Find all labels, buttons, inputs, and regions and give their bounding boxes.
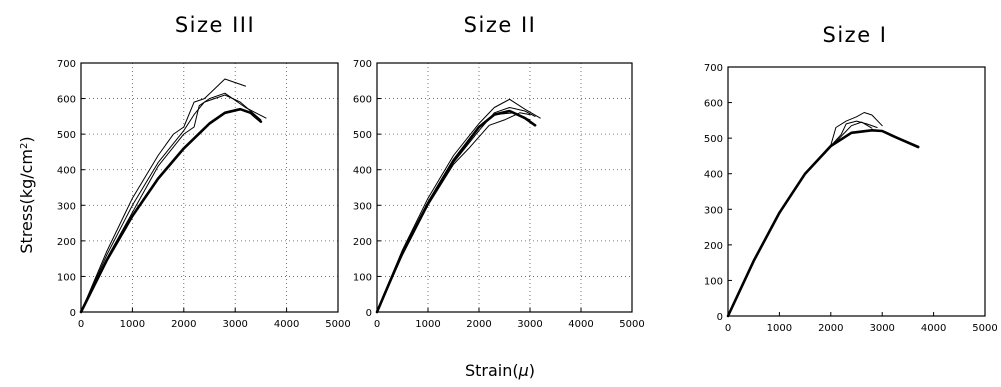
y-tick-label: 100 xyxy=(353,272,372,283)
y-tick-label: 300 xyxy=(57,201,76,212)
x-tick-label: 3000 xyxy=(222,319,247,330)
chart-panel-2: Size II 0 1000 2000 3000 4000 5000 0 100 200 300 40… xyxy=(353,13,645,330)
x-tick-label: 0 xyxy=(78,319,84,330)
y-tick-label: 700 xyxy=(353,59,372,70)
y-tick-label: 500 xyxy=(704,134,723,145)
plot-frame xyxy=(80,62,339,313)
x-tick-label: 1000 xyxy=(120,319,145,330)
x-axis-label-main: Strain( xyxy=(465,361,519,380)
series-line-4 xyxy=(376,112,531,313)
y-tick-label: 600 xyxy=(353,95,372,106)
plot-frame xyxy=(727,66,986,317)
series-line-2 xyxy=(80,94,262,313)
series-line-3 xyxy=(727,121,873,317)
y-tick-label: 300 xyxy=(353,201,372,212)
y-axis-label-close: ) xyxy=(17,136,36,142)
y-tick-label: 200 xyxy=(57,237,76,248)
x-axis-label-close: ) xyxy=(529,361,535,380)
series-line-4 xyxy=(79,107,263,314)
y-tick-label: 700 xyxy=(704,63,723,74)
x-tick-label: 5000 xyxy=(325,319,350,330)
y-axis-label: Stress(kg/cm2) xyxy=(17,136,36,253)
y-tick-label: 200 xyxy=(353,237,372,248)
series-line-4 xyxy=(726,129,920,318)
y-tick-label: 100 xyxy=(704,276,723,287)
x-tick-label: 2000 xyxy=(171,319,196,330)
chart-title: Size II xyxy=(464,13,537,37)
x-tick-label: 1000 xyxy=(415,319,440,330)
y-axis-label-main: Stress(kg/cm xyxy=(17,149,36,254)
x-tick-label: 0 xyxy=(725,323,731,334)
y-tick-label: 500 xyxy=(57,130,76,141)
chart-panel-1: Size III 0 1000 2000 3000 4000 5000 0 100 200 300 4… xyxy=(57,13,351,330)
series-line-1 xyxy=(80,78,246,313)
y-tick-label: 0 xyxy=(717,312,723,323)
series-line-1 xyxy=(376,98,541,313)
y-tick-label: 700 xyxy=(57,59,76,70)
plot-frame xyxy=(376,62,633,313)
x-tick-label: 4000 xyxy=(274,319,299,330)
series-line-2 xyxy=(376,112,531,313)
y-tick-label: 600 xyxy=(704,99,723,110)
y-axis-label-sup: 2 xyxy=(19,143,30,149)
series-line-3 xyxy=(376,107,536,313)
series-line-5 xyxy=(375,109,537,314)
y-tick-label: 100 xyxy=(57,272,76,283)
y-tick-label: 400 xyxy=(353,166,372,177)
series-line-3 xyxy=(80,92,267,313)
chart-title: Size I xyxy=(823,23,888,47)
x-axis-label: Strain(μ) xyxy=(465,361,535,380)
x-tick-label: 0 xyxy=(374,319,380,330)
x-axis-label-mu: μ xyxy=(518,361,529,380)
series-line-2 xyxy=(727,120,878,317)
x-tick-label: 5000 xyxy=(972,323,997,334)
x-tick-label: 3000 xyxy=(517,319,542,330)
x-tick-label: 1000 xyxy=(767,323,792,334)
x-tick-label: 4000 xyxy=(568,319,593,330)
y-tick-label: 600 xyxy=(57,95,76,106)
x-tick-label: 2000 xyxy=(818,323,843,334)
y-tick-label: 400 xyxy=(704,170,723,181)
y-tick-label: 0 xyxy=(366,308,372,319)
x-tick-label: 3000 xyxy=(869,323,894,334)
y-tick-label: 400 xyxy=(57,166,76,177)
series-line-1 xyxy=(727,112,883,317)
chart-title: Size III xyxy=(175,13,255,37)
x-tick-label: 4000 xyxy=(921,323,946,334)
chart-panel-3: Size I 0 1000 2000 3000 4000 5000 0 100 200 300 400… xyxy=(704,23,998,334)
y-tick-label: 200 xyxy=(704,241,723,252)
y-tick-label: 500 xyxy=(353,130,372,141)
x-tick-label: 2000 xyxy=(466,319,491,330)
x-tick-label: 5000 xyxy=(619,319,644,330)
y-tick-label: 300 xyxy=(704,205,723,216)
y-tick-label: 0 xyxy=(70,308,76,319)
